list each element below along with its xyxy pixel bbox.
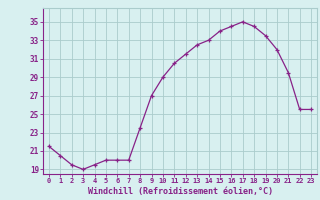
X-axis label: Windchill (Refroidissement éolien,°C): Windchill (Refroidissement éolien,°C) — [87, 187, 273, 196]
